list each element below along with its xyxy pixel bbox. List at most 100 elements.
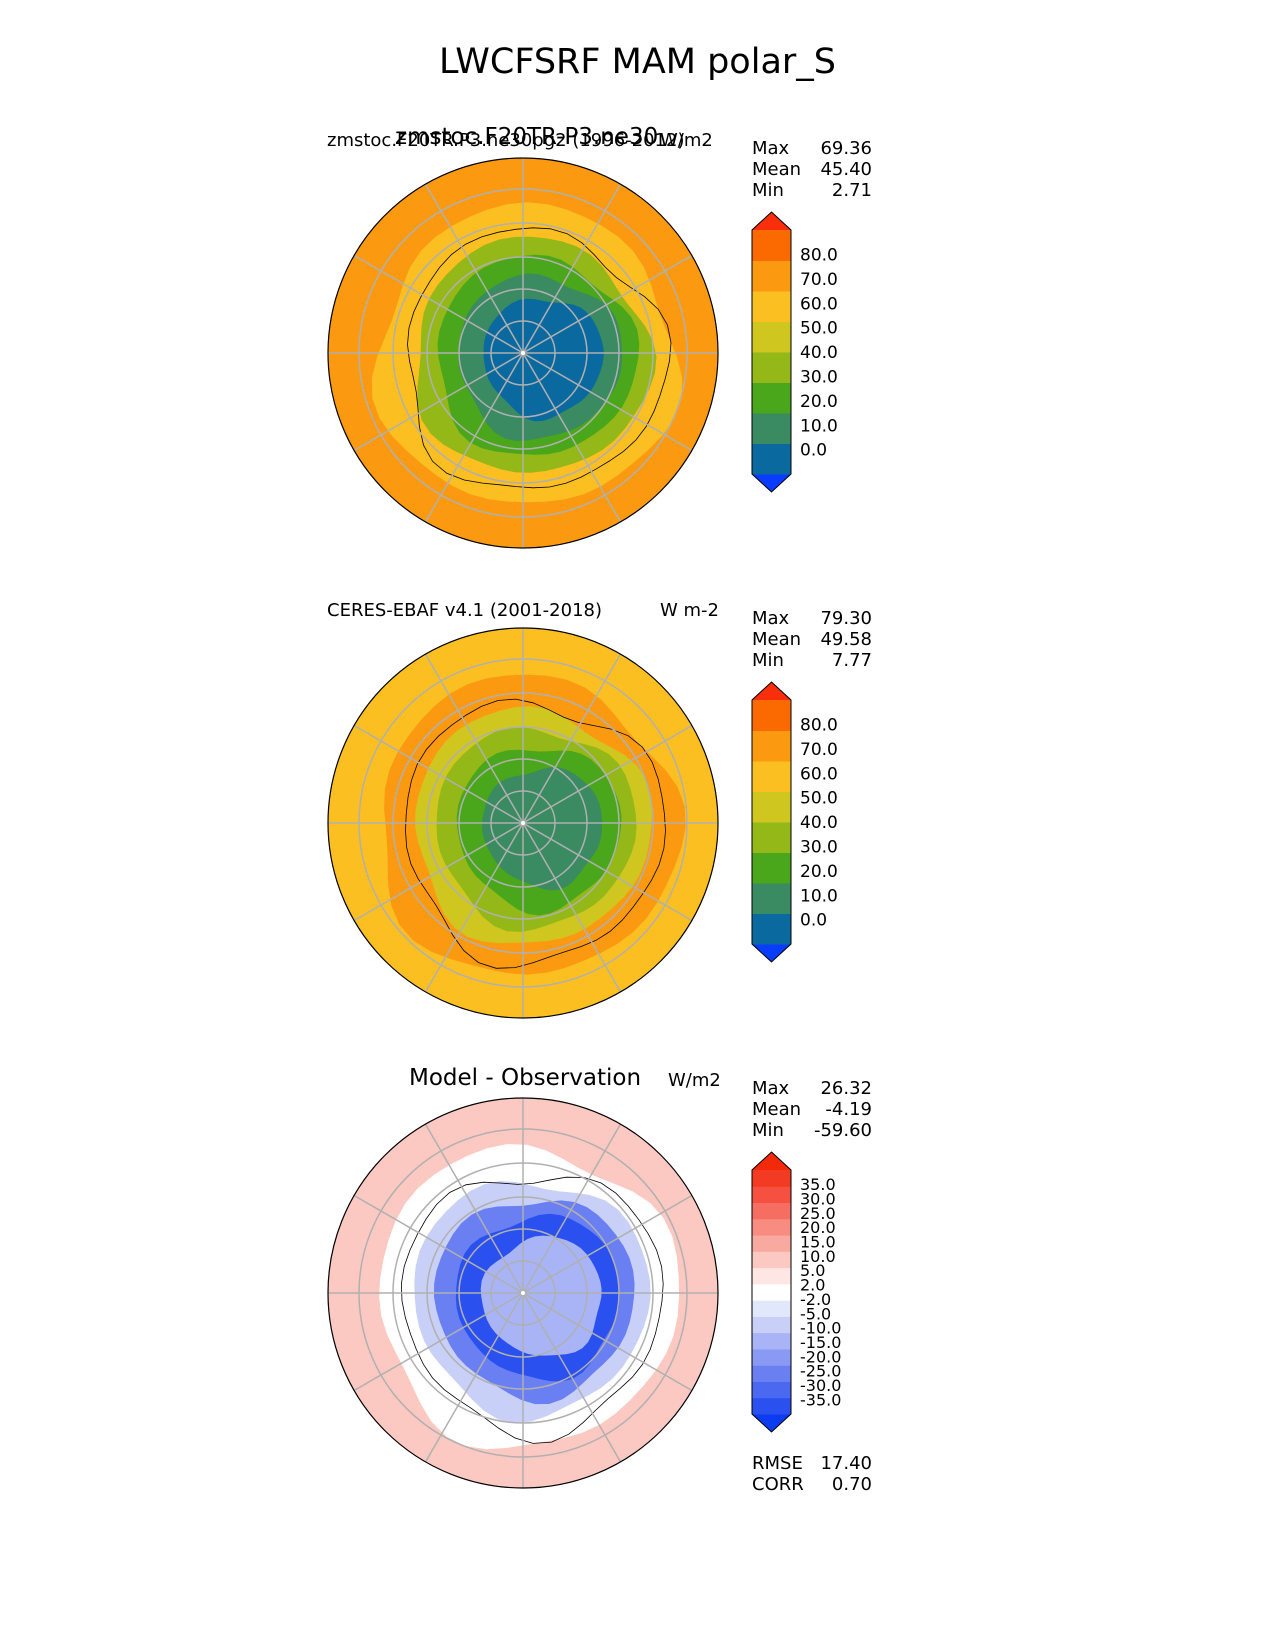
panel1-max-value: 69.36 (820, 138, 872, 159)
panel1-center-title: zmstoc.F20TR-P3.ne30 (395, 124, 659, 150)
colorbar-tick-label: 0.0 (800, 911, 827, 931)
panel1-mean-value: 45.40 (820, 159, 872, 180)
colorbar-tick-label: 35.0 (800, 1175, 836, 1194)
panel2-units: W m-2 (660, 600, 720, 621)
colorbar-segment (752, 1348, 791, 1366)
colorbar-tick-label: -35.0 (800, 1390, 841, 1409)
colorbar-outline (751, 1151, 792, 1433)
colorbar-tick-label: -25.0 (800, 1362, 841, 1381)
colorbar-segment (752, 1365, 791, 1382)
panel2-min-label: Min (752, 650, 784, 671)
colorbar-outline (751, 211, 792, 493)
panel2-mean-label: Mean (752, 629, 802, 650)
panel2-max-label: Max (752, 608, 790, 629)
colorbar-tick-label: 15.0 (800, 1233, 836, 1252)
panel3-corr-value: 0.70 (831, 1474, 872, 1495)
colorbar-segment (752, 291, 791, 322)
colorbar-tick-label: 40.0 (800, 343, 838, 363)
colorbar-tick-label: -10.0 (800, 1319, 841, 1338)
panel3-mean-label: Mean (752, 1099, 802, 1120)
colorbar-segment (752, 382, 791, 414)
colorbar-tick-label: 20.0 (800, 862, 838, 882)
panel2-min-value: 7.77 (831, 650, 872, 671)
colorbar-tick-label: 10.0 (800, 416, 838, 436)
pole-marker (521, 1291, 525, 1295)
colorbar-segment (752, 852, 791, 884)
panel2-colorbar: 80.0 70.0 60.0 50.0 40.0 30.0 20.0 10.0 0.0 (751, 681, 838, 963)
colorbar-extend-max (752, 212, 791, 230)
colorbar-tick-label: 60.0 (800, 764, 838, 784)
colorbar-segment (752, 730, 791, 762)
colorbar-segment (752, 700, 791, 731)
panel3-colorbar: 35.030.025.020.015.010.05.02.0-2.0-5.0-1… (751, 1151, 841, 1433)
panel3-mean-value: -4.19 (825, 1099, 872, 1120)
colorbar-tick-label: 30.0 (800, 368, 838, 388)
colorbar-segment (752, 1332, 791, 1350)
panel2-max-value: 79.30 (820, 608, 872, 629)
map-boundary (327, 627, 719, 1019)
colorbar-tick-label: 70.0 (800, 740, 838, 760)
panel3-rmse-value: 17.40 (820, 1453, 872, 1474)
panel3-units: W/m2 (668, 1070, 721, 1091)
colorbar-segment (752, 1267, 791, 1285)
panel1-units: W/m2 (660, 130, 713, 151)
panel1-mean-label: Mean (752, 159, 802, 180)
colorbar-tick-label: -20.0 (800, 1347, 841, 1366)
panel1-colorbar: 80.0 70.0 60.0 50.0 40.0 30.0 20.0 10.0 0.0 (751, 211, 838, 493)
colorbar-segment (752, 1283, 791, 1301)
colorbar-tick-label: -5.0 (800, 1304, 831, 1323)
colorbar-tick-label: 25.0 (800, 1204, 836, 1223)
colorbar-tick-label: -2.0 (800, 1290, 831, 1309)
colorbar-segment (752, 761, 791, 792)
colorbar-tick-label: 5.0 (800, 1261, 825, 1280)
colorbar-segment (752, 1235, 791, 1252)
panel3-polar-map (327, 1097, 719, 1489)
colorbar-tick-label: -30.0 (800, 1376, 841, 1395)
colorbar-extend-max (752, 1152, 791, 1170)
colorbar-tick-label: 80.0 (800, 246, 838, 266)
panel3-center-title: Model - Observation (409, 1065, 642, 1091)
colorbar-segment (752, 1397, 791, 1415)
colorbar-tick-label: 60.0 (800, 294, 838, 314)
colorbar-tick-label: 20.0 (800, 1218, 836, 1237)
pole-marker (521, 821, 525, 825)
colorbar-segment (752, 1316, 791, 1334)
colorbar-tick-label: 50.0 (800, 319, 838, 339)
colorbar-extend-min (752, 944, 791, 962)
map-field-contour (483, 298, 604, 422)
colorbar-tick-label: 50.0 (800, 789, 838, 809)
panel2-left-title: CERES-EBAF v4.1 (2001-2018) (327, 600, 603, 621)
colorbar-segment (752, 230, 791, 261)
colorbar-segment (752, 443, 791, 475)
colorbar-tick-label: 10.0 (800, 1247, 836, 1266)
colorbar-segment (752, 1202, 791, 1220)
colorbar-outline (751, 681, 792, 963)
colorbar-extend-max (752, 682, 791, 700)
colorbar-tick-label: 30.0 (800, 1189, 836, 1208)
colorbar-segment (752, 1300, 791, 1317)
colorbar-segment (752, 1186, 791, 1204)
colorbar-segment (752, 352, 791, 383)
colorbar-segment (752, 1218, 791, 1236)
panel1-polar-map (327, 157, 719, 549)
colorbar-extend-min (752, 1414, 791, 1432)
colorbar-segment (752, 1251, 791, 1269)
pole-marker (521, 351, 525, 355)
panel1-max-label: Max (752, 138, 790, 159)
panel2-polar-map (327, 627, 719, 1019)
panel3-max-value: 26.32 (820, 1078, 872, 1099)
colorbar-segment (752, 913, 791, 945)
colorbar-tick-label: 20.0 (800, 392, 838, 412)
colorbar-segment (752, 1381, 791, 1399)
colorbar-segment (752, 791, 791, 823)
colorbar-tick-label: 0.0 (800, 441, 827, 461)
colorbar-tick-label: 10.0 (800, 886, 838, 906)
map-boundary (327, 157, 719, 549)
colorbar-segment (752, 822, 791, 853)
colorbar-segment (752, 413, 791, 444)
colorbar-segment (752, 260, 791, 292)
panel2-mean-value: 49.58 (820, 629, 872, 650)
panel3-min-value: -59.60 (813, 1120, 872, 1141)
colorbar-tick-label: 70.0 (800, 270, 838, 290)
colorbar-tick-label: -15.0 (800, 1333, 841, 1352)
